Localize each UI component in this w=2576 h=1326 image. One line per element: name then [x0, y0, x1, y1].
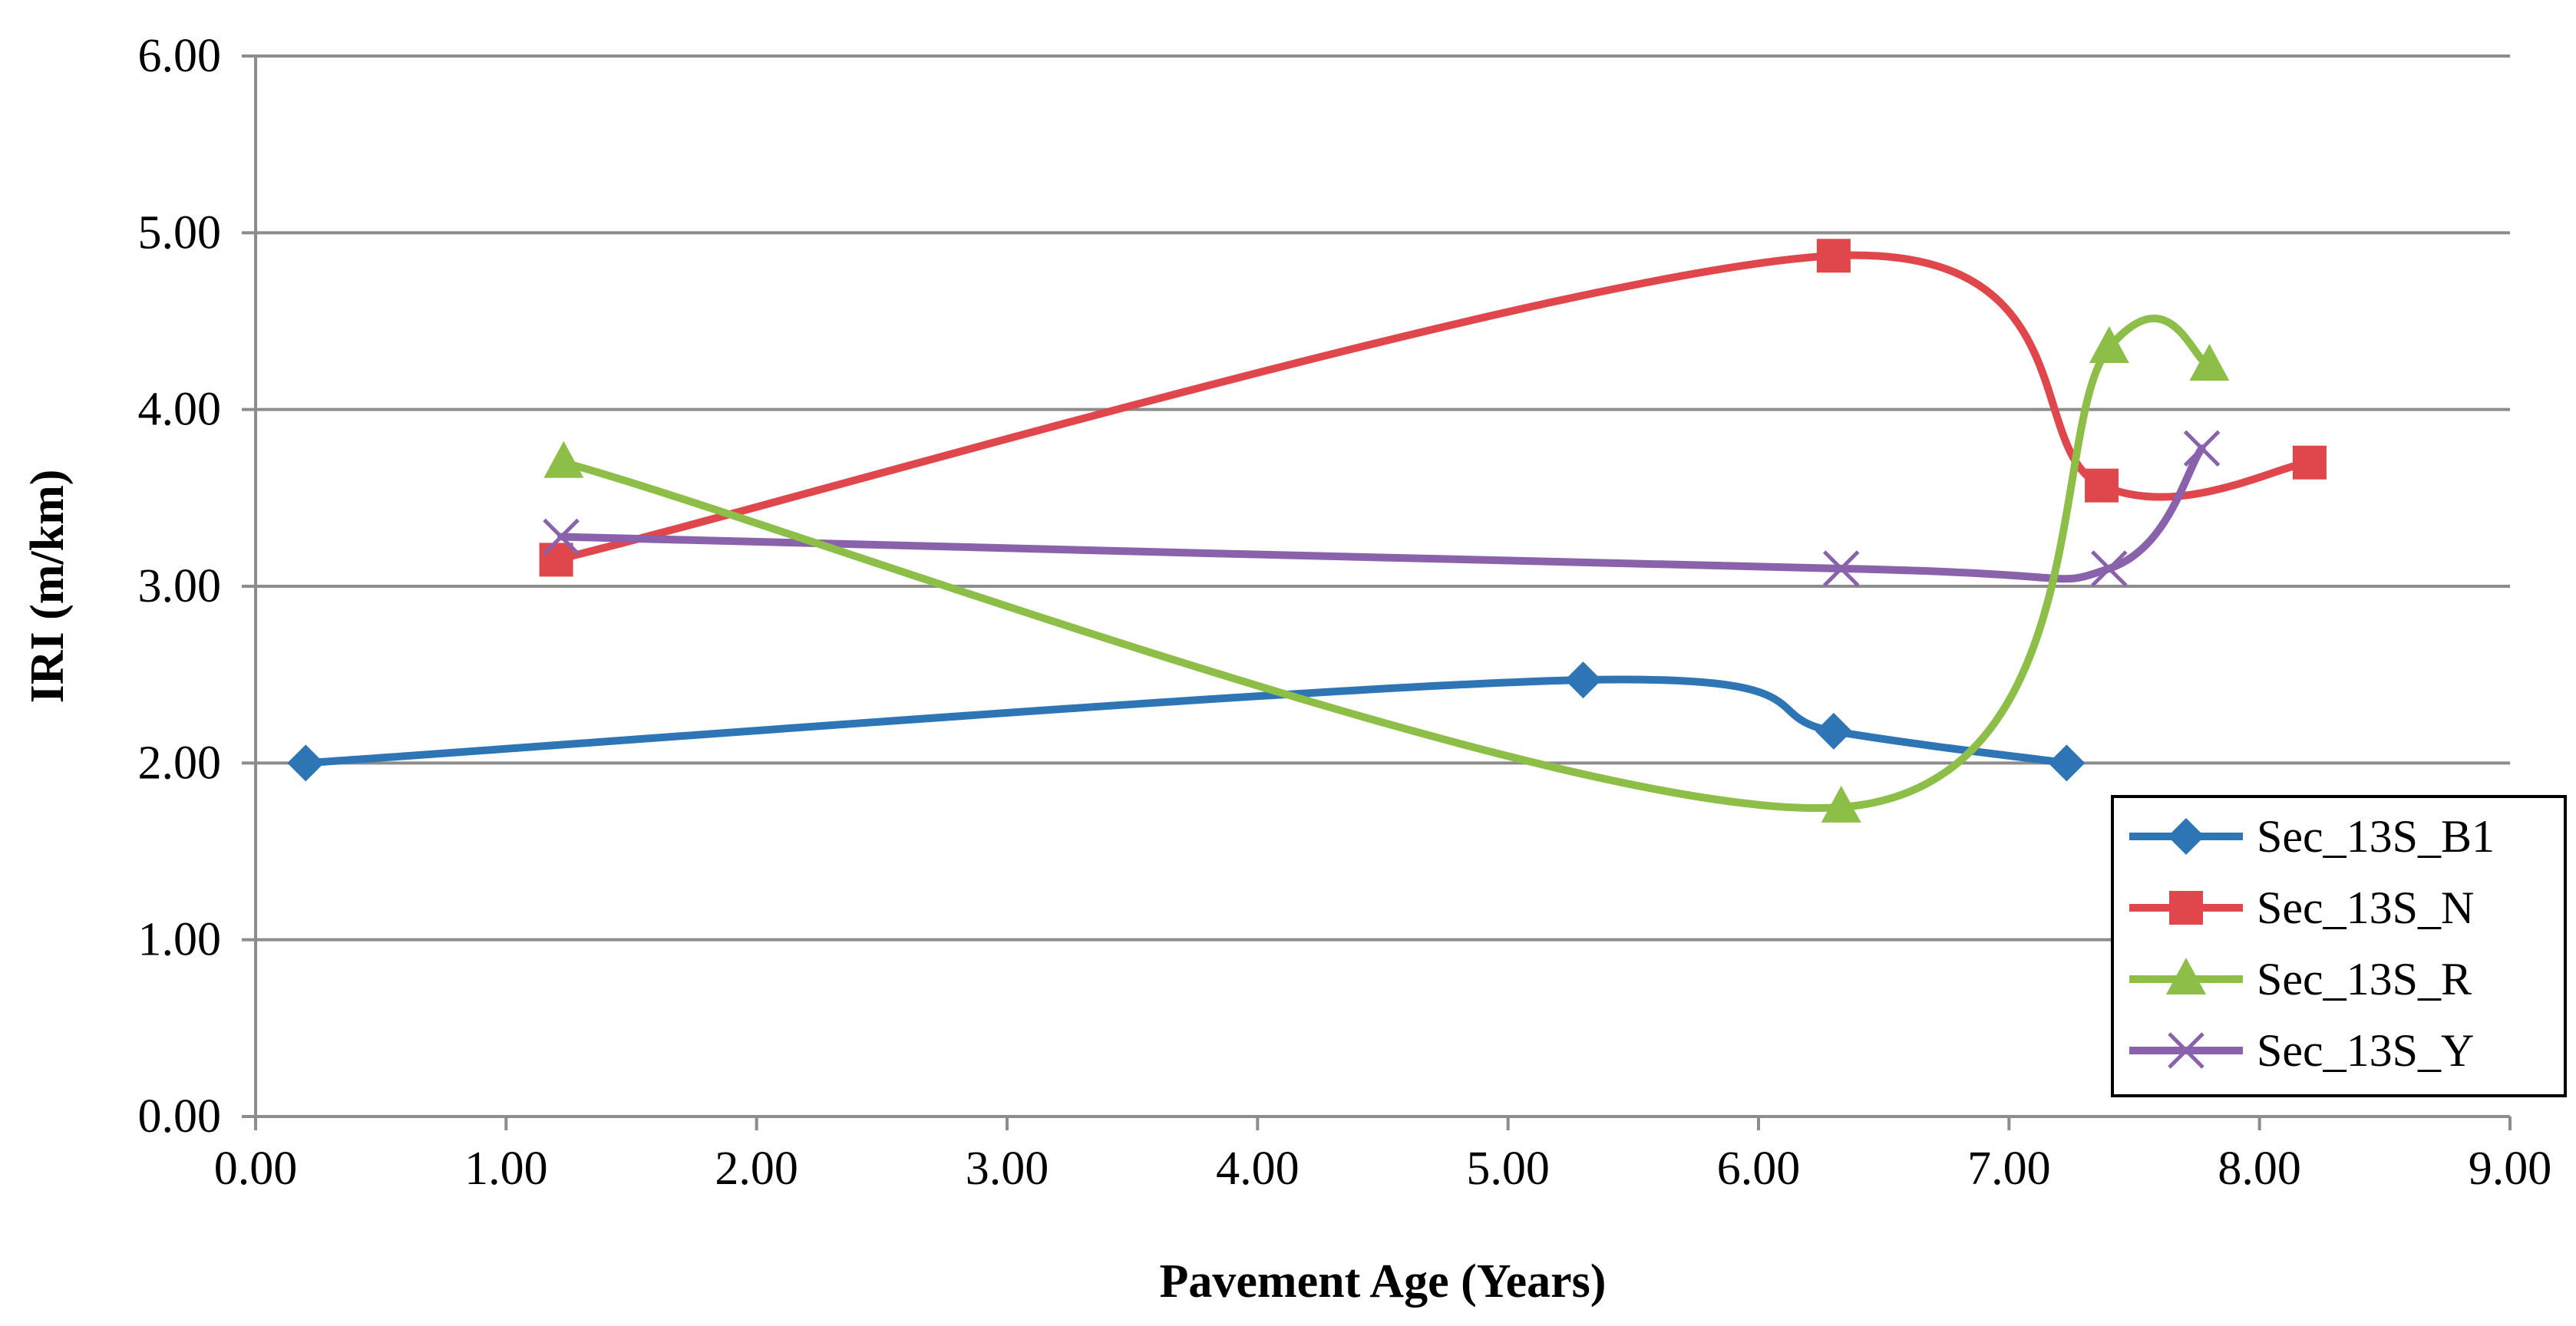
data-point-sec-13s-r: [2089, 326, 2129, 364]
legend-item-sec-13s-r: Sec_13S_R: [2129, 954, 2472, 1004]
data-point-sec-13s-n: [2292, 445, 2327, 480]
y-tick-label: 5.00: [138, 206, 222, 259]
tick-labels: 0.00 1.00 2.00 3.00 4.00 5.00 6.00 0.00 1.00 2.00…: [138, 30, 2552, 1195]
marker-x-stroke: [2168, 1032, 2204, 1069]
legend-item-sec-13s-n: Sec_13S_N: [2129, 882, 2474, 933]
legend-label: Sec_13S_R: [2257, 954, 2472, 1004]
data-point-sec-13s-b1: [287, 744, 325, 782]
legend-item-sec-13s-y: Sec_13S_Y: [2129, 1025, 2474, 1076]
legend-swatch-marker: [2168, 818, 2204, 855]
marker-x-stroke: [543, 518, 580, 556]
series-markers: [287, 239, 2327, 823]
data-point-sec-13s-y: [2183, 430, 2221, 467]
x-tick-label: 7.00: [1967, 1143, 2051, 1195]
series-line-sec-13s-n: [552, 251, 2313, 564]
legend-swatch-marker: [2166, 958, 2206, 995]
data-point-sec-13s-y: [1822, 550, 1860, 587]
y-tick-label: 6.00: [138, 30, 222, 82]
x-tick-label: 4.00: [1216, 1143, 1300, 1195]
data-point-sec-13s-n: [1816, 239, 1851, 273]
series-lines: [302, 251, 2313, 812]
legend-item-sec-13s-b1: Sec_13S_B1: [2129, 811, 2495, 862]
series-line-sec-13s-y: [557, 444, 2206, 583]
x-tick-label: 3.00: [966, 1143, 1049, 1195]
x-tick-label: 1.00: [464, 1143, 548, 1195]
y-tick-label: 3.00: [138, 560, 222, 612]
marker-x-stroke: [2183, 430, 2221, 467]
x-tick-label: 6.00: [1717, 1143, 1801, 1195]
series-line-sec-13s-r: [560, 314, 2214, 812]
data-point-sec-13s-b1: [1815, 712, 1852, 750]
legend-swatch-marker: [2169, 891, 2203, 925]
x-tick-label: 2.00: [715, 1143, 798, 1195]
data-point-sec-13s-n: [2085, 468, 2119, 503]
x-tick-label: 5.00: [1466, 1143, 1550, 1195]
legend-label: Sec_13S_B1: [2257, 811, 2495, 862]
data-point-sec-13s-r: [1821, 785, 1861, 823]
data-point-sec-13s-b1: [2048, 744, 2086, 782]
x-tick-label: 8.00: [2218, 1143, 2301, 1195]
legend-label: Sec_13S_N: [2257, 882, 2474, 933]
y-tick-label: 0.00: [138, 1090, 222, 1143]
x-tick-label: 9.00: [2469, 1143, 2552, 1195]
x-axis-title: Pavement Age (Years): [1160, 1255, 1607, 1308]
y-tick-label: 4.00: [138, 384, 222, 436]
legend-swatch-marker: [2168, 1032, 2204, 1069]
marker-x-stroke: [1822, 550, 1860, 587]
data-point-sec-13s-b1: [1564, 661, 1602, 699]
y-axis-title: IRI (m/km): [21, 470, 74, 704]
data-point-sec-13s-n: [539, 543, 573, 577]
legend-items: Sec_13S_B1 Sec_13S_N Sec_13S_R Sec_13S_Y: [2129, 811, 2495, 1076]
data-point-sec-13s-r: [2189, 344, 2230, 381]
data-point-sec-13s-y: [2091, 550, 2128, 587]
y-tick-label: 2.00: [138, 737, 222, 789]
x-tick-label: 0.00: [214, 1143, 298, 1195]
legend: Sec_13S_B1 Sec_13S_N Sec_13S_R Sec_13S_Y: [2111, 795, 2567, 1097]
y-tick-label: 1.00: [138, 914, 222, 966]
data-point-sec-13s-r: [543, 440, 584, 478]
legend-label: Sec_13S_Y: [2257, 1025, 2474, 1076]
data-point-sec-13s-y: [543, 518, 580, 556]
marker-x-stroke: [2091, 550, 2128, 587]
series-line-sec-13s-b1: [302, 675, 2071, 767]
